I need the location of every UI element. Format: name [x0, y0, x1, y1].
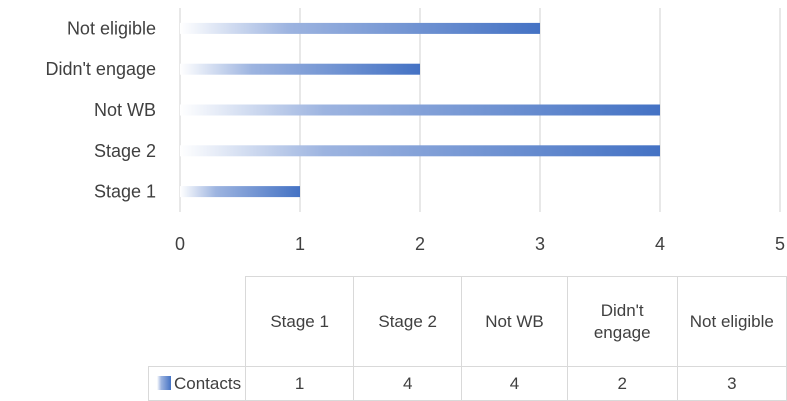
- bar: [180, 104, 660, 116]
- bar: [180, 145, 660, 157]
- category-label: Stage 2: [94, 141, 156, 161]
- category-label: Not WB: [94, 100, 156, 120]
- x-tick-label: 1: [295, 234, 305, 254]
- data-table-header: Stage 1: [245, 276, 355, 367]
- data-table-row: Contacts 1 4 4 2 3: [147, 366, 787, 401]
- data-table-header-row: Stage 1 Stage 2 Not WB Didn't engage Not…: [148, 276, 787, 367]
- x-tick-label: 5: [775, 234, 785, 254]
- data-table-header: Not WB: [461, 276, 568, 367]
- data-table-cell: 3: [676, 366, 787, 401]
- bar-chart: Stage 1 Stage 2 Not WB Didn't engage Not eli…: [45, 8, 785, 254]
- bar: [180, 22, 540, 34]
- data-table-cell: 1: [245, 366, 355, 401]
- x-tick-label: 3: [535, 234, 545, 254]
- data-table-cell: 4: [353, 366, 463, 401]
- bar: [180, 63, 420, 75]
- header-stage-1: Stage 1: [270, 311, 329, 331]
- data-table: Stage 1 Stage 2 Not WB Didn't engage Not…: [147, 276, 787, 401]
- category-label: Didn't engage: [45, 59, 156, 79]
- category-labels: Stage 1 Stage 2 Not WB Didn't engage Not eli…: [45, 18, 156, 201]
- header-stage-2: Stage 2: [378, 311, 437, 331]
- x-axis-tick-labels: 0 1 2 3 4 5: [175, 234, 785, 254]
- header-didnt-engage: Didn't engage: [593, 300, 651, 342]
- legend-label: Contacts: [174, 373, 242, 393]
- x-tick-label: 2: [415, 234, 425, 254]
- x-tick-label: 0: [175, 234, 185, 254]
- bar: [180, 186, 300, 198]
- header-not-wb: Not WB: [485, 311, 544, 331]
- category-label: Not eligible: [67, 18, 156, 38]
- data-table-header: Didn't engage: [566, 276, 678, 367]
- data-table-cell: 2: [566, 366, 678, 401]
- legend-key: Contacts: [147, 366, 247, 401]
- header-not-eligible: Not eligible: [689, 311, 774, 331]
- data-table-corner: [148, 276, 247, 367]
- data-table-header: Not eligible: [676, 276, 787, 367]
- category-label: Stage 1: [94, 182, 156, 202]
- bars: [180, 22, 660, 198]
- data-table-header: Stage 2: [353, 276, 463, 367]
- x-tick-label: 4: [655, 234, 665, 254]
- data-table-cell: 4: [461, 366, 568, 401]
